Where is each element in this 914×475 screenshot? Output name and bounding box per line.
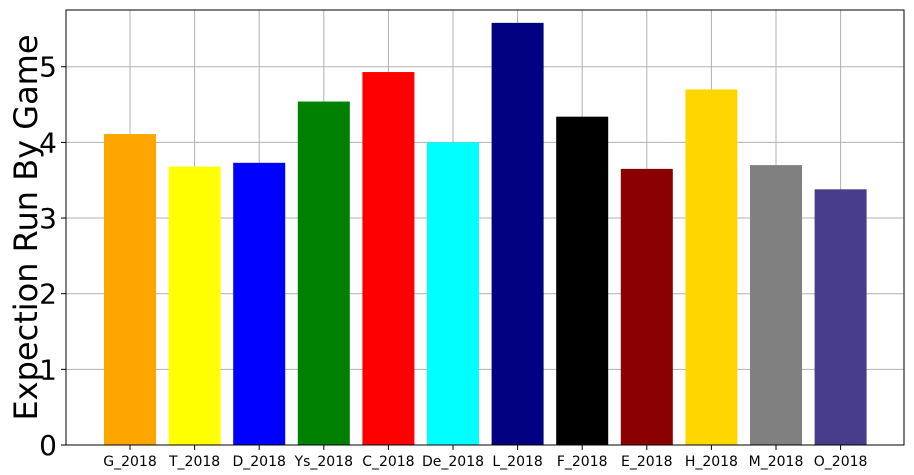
y-tick-label: 4 [39,126,57,159]
x-tick-label: D_2018 [232,454,285,470]
y-tick-label: 0 [39,429,57,462]
bar-d-2018 [233,162,286,446]
x-tick-label: Ys_2018 [294,454,353,470]
x-axis-ticks: G_2018 T_2018 D_2018 Ys_2018 C_2018 De_2018 L_… [103,445,867,470]
plot-area-frame [65,9,905,446]
x-tick-label: T_2018 [168,454,220,470]
x-tick-label: C_2018 [362,454,414,470]
y-axis-label: Expection Run By Game [7,34,45,420]
x-tick-label: De_2018 [422,454,484,470]
x-tick-label: H_2018 [685,454,738,470]
x-tick-label: G_2018 [103,454,156,470]
y-tick-label: 2 [39,278,57,311]
bars [104,22,867,446]
bar-m-2018 [750,165,802,445]
x-tick-label: L_2018 [492,454,542,470]
bar-h-2018 [685,89,738,445]
bar-t-2018 [168,166,221,445]
bar-e-2018 [620,168,673,445]
y-tick-label: 1 [39,353,57,386]
bar-o-2018 [814,189,867,445]
bar-de-2018 [427,142,479,446]
x-tick-label: F_2018 [557,454,608,470]
bar-g-2018 [104,134,156,445]
y-tick-label: 3 [39,202,57,235]
bar-c-2018 [362,72,415,445]
x-tick-label: E_2018 [621,454,672,470]
x-tick-label: O_2018 [814,454,868,470]
y-tick-label: 5 [39,51,57,84]
x-tick-label: M_2018 [749,454,804,470]
bar-l-2018 [491,22,544,445]
bar-ys-2018 [297,101,350,446]
y-axis-ticks: 0 1 2 3 4 5 [39,51,66,462]
bar-f-2018 [556,116,609,446]
